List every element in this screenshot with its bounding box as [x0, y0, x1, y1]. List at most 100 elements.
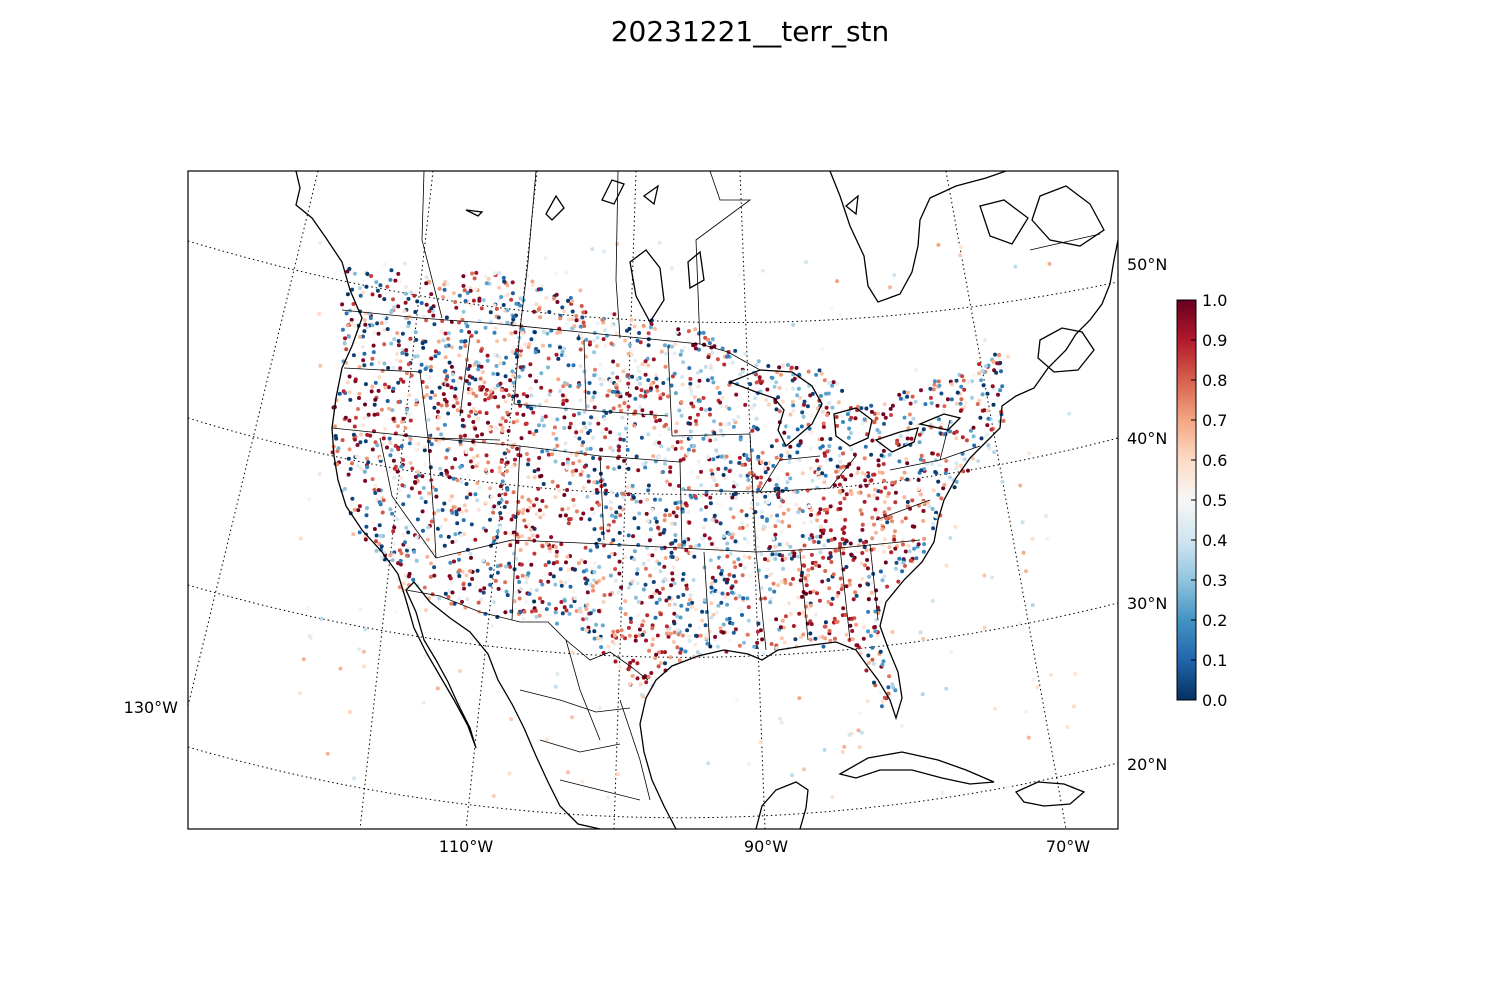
station-point — [645, 613, 650, 618]
station-point — [625, 328, 629, 333]
station-point — [644, 638, 648, 643]
station-point — [839, 414, 844, 419]
station-point — [596, 608, 601, 613]
station-point — [878, 649, 883, 654]
station-point — [713, 437, 718, 442]
station-point — [718, 400, 723, 405]
station-point — [503, 374, 508, 379]
station-point — [944, 686, 949, 691]
station-point — [986, 416, 991, 421]
station-point — [795, 427, 800, 432]
station-point — [505, 283, 510, 288]
station-point — [372, 330, 377, 335]
station-point — [672, 602, 677, 607]
station-point — [949, 649, 954, 654]
station-point — [485, 358, 490, 363]
station-point — [592, 527, 597, 532]
station-point — [493, 326, 498, 331]
station-point — [638, 404, 643, 409]
station-point — [978, 415, 983, 420]
station-point — [553, 495, 558, 500]
station-point — [670, 444, 675, 449]
station-point — [872, 522, 876, 527]
station-point — [820, 444, 825, 449]
station-point — [393, 609, 398, 614]
station-point — [637, 511, 642, 516]
station-point — [787, 460, 792, 465]
station-point — [990, 384, 995, 389]
station-point — [436, 419, 440, 424]
station-point — [377, 360, 382, 365]
station-point — [834, 469, 839, 474]
station-point — [442, 282, 447, 287]
station-point — [509, 717, 514, 722]
station-point — [646, 558, 651, 563]
us-canada-border — [341, 309, 761, 371]
station-point — [952, 485, 957, 490]
station-point — [959, 397, 964, 402]
station-point — [593, 367, 597, 372]
station-point — [802, 402, 806, 407]
station-point — [391, 553, 396, 558]
station-point — [436, 339, 441, 344]
station-point — [829, 537, 834, 542]
station-point — [882, 421, 886, 426]
station-point — [696, 459, 701, 464]
station-point — [910, 524, 915, 529]
station-point — [575, 509, 579, 514]
station-point — [373, 491, 378, 495]
station-point — [949, 382, 954, 387]
station-point — [908, 558, 913, 563]
station-point — [534, 429, 539, 433]
station-point — [365, 432, 370, 437]
station-point — [897, 392, 902, 397]
station-point — [532, 330, 537, 335]
station-point — [650, 642, 655, 647]
station-point — [429, 364, 433, 369]
station-point — [595, 335, 600, 340]
station-point — [754, 363, 759, 367]
station-point — [620, 415, 625, 420]
station-point — [616, 590, 621, 595]
station-point — [877, 470, 882, 475]
station-point — [710, 517, 715, 522]
station-point — [579, 332, 584, 337]
station-point — [565, 460, 570, 465]
station-point — [425, 537, 430, 542]
station-point — [591, 395, 596, 400]
station-point — [404, 553, 409, 558]
station-point — [680, 509, 685, 514]
station-point — [488, 486, 493, 491]
station-point — [736, 414, 741, 419]
station-point — [757, 378, 762, 383]
station-point — [413, 330, 418, 335]
station-point — [503, 399, 508, 404]
station-point — [826, 578, 831, 582]
station-point — [755, 640, 760, 645]
station-point — [653, 547, 658, 552]
station-point — [436, 401, 441, 406]
station-point — [977, 371, 982, 376]
station-point — [670, 577, 675, 582]
station-point — [611, 538, 616, 543]
station-point — [450, 540, 455, 544]
station-point — [953, 524, 958, 529]
station-point — [879, 453, 884, 458]
station-point — [692, 444, 697, 448]
station-point — [574, 453, 579, 458]
station-point — [388, 552, 393, 557]
station-point — [862, 545, 867, 550]
station-point — [560, 305, 565, 310]
station-point — [421, 395, 426, 400]
station-point — [751, 424, 756, 429]
station-point — [378, 547, 383, 552]
station-point — [821, 644, 826, 649]
station-point — [689, 401, 694, 406]
station-point — [502, 380, 507, 385]
station-point — [580, 627, 585, 631]
station-point — [875, 496, 880, 501]
station-point — [352, 507, 357, 512]
station-point — [492, 271, 497, 276]
station-point — [646, 363, 651, 368]
station-point — [714, 610, 719, 615]
